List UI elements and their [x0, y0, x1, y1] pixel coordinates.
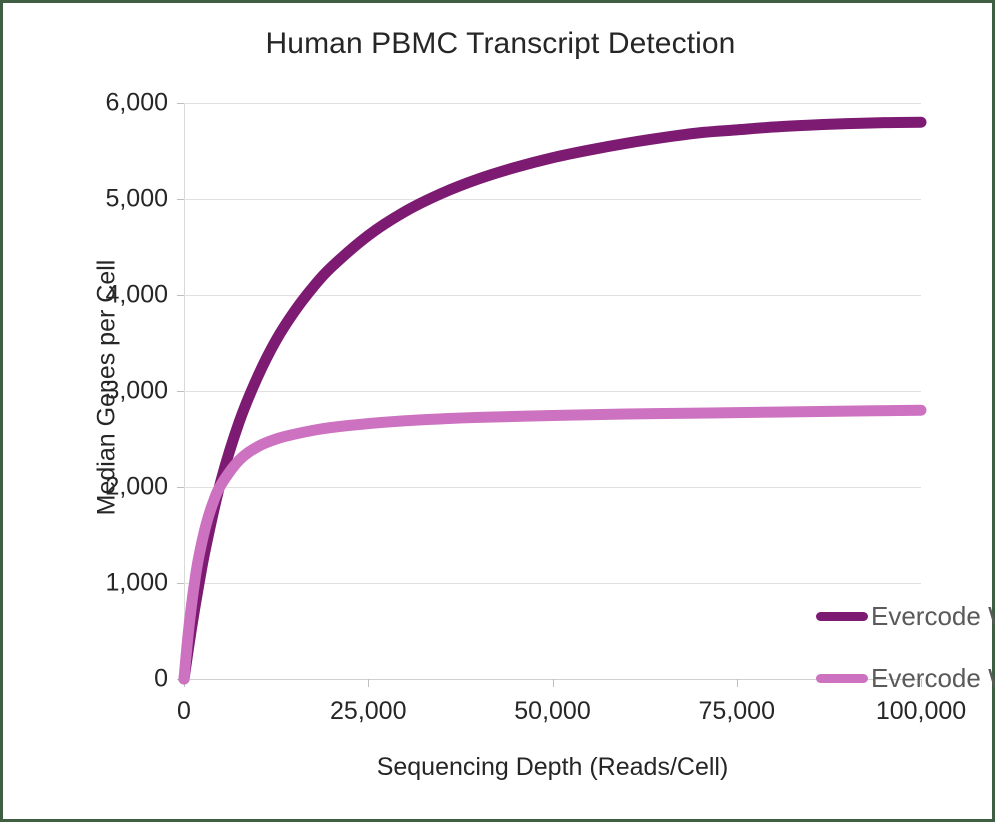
x-axis-tick-labels: 0 25,000 50,000 75,000 100,000 — [177, 697, 966, 731]
y-axis-tick-label: 3,000 — [105, 376, 168, 405]
y-axis-tick-label: 0 — [154, 664, 168, 693]
gridline — [184, 391, 921, 392]
x-axis-tick — [552, 679, 554, 687]
series-line-evercode-wt-v2 — [178, 116, 927, 685]
legend-color-swatch — [816, 673, 868, 683]
y-axis-tick — [177, 487, 184, 488]
series-curves — [178, 116, 927, 685]
x-axis-tick — [921, 679, 922, 687]
x-axis-title: Sequencing Depth (Reads/Cell) — [376, 753, 729, 781]
legend: Evercode WT v2 Evercode WT v1 — [816, 585, 995, 709]
y-axis-tick-label: 2,000 — [105, 472, 168, 501]
y-axis-tick-label: 5,000 — [105, 184, 168, 213]
series-line-evercode-wt-v1 — [178, 404, 927, 685]
legend-label: Evercode WT v2 — [871, 600, 995, 631]
legend-item[interactable]: Evercode WT v1 — [816, 647, 995, 709]
y-axis-tick-label: 1,000 — [105, 568, 168, 597]
plot-area: Evercode WT v2 Evercode WT v1 — [177, 103, 995, 693]
y-axis-tick — [177, 583, 184, 584]
chart-title: Human PBMC Transcript Detection — [265, 27, 736, 60]
y-axis-tick-label: 4,000 — [105, 280, 168, 309]
y-axis-tick — [177, 103, 184, 104]
gridline — [184, 295, 921, 296]
x-axis-tick-label: 25,000 — [330, 697, 407, 725]
gridline — [184, 583, 921, 584]
legend-item[interactable]: Evercode WT v2 — [816, 585, 995, 647]
chart: Human PBMC Transcript Detection Median G… — [3, 3, 995, 825]
x-axis-tick-label: 50,000 — [514, 697, 591, 725]
x-axis-tick-label: 0 — [177, 697, 191, 725]
gridline — [184, 103, 921, 104]
y-axis-tick — [177, 295, 184, 296]
x-axis-tick-label: 75,000 — [698, 697, 775, 725]
y-axis-tick-labels: 0 1,000 2,000 3,000 4,000 5,000 6,000 — [33, 89, 168, 693]
y-axis-tick — [177, 199, 184, 200]
gridline — [184, 199, 921, 200]
legend-label: Evercode WT v1 — [871, 662, 995, 693]
x-axis-tick-label: 100,000 — [875, 697, 967, 725]
legend-color-swatch — [816, 611, 868, 621]
x-axis-tick — [736, 679, 738, 687]
gridline — [184, 487, 921, 488]
x-axis-tick — [368, 679, 370, 687]
y-axis-tick — [177, 391, 184, 392]
y-axis-tick-label: 6,000 — [105, 88, 168, 117]
